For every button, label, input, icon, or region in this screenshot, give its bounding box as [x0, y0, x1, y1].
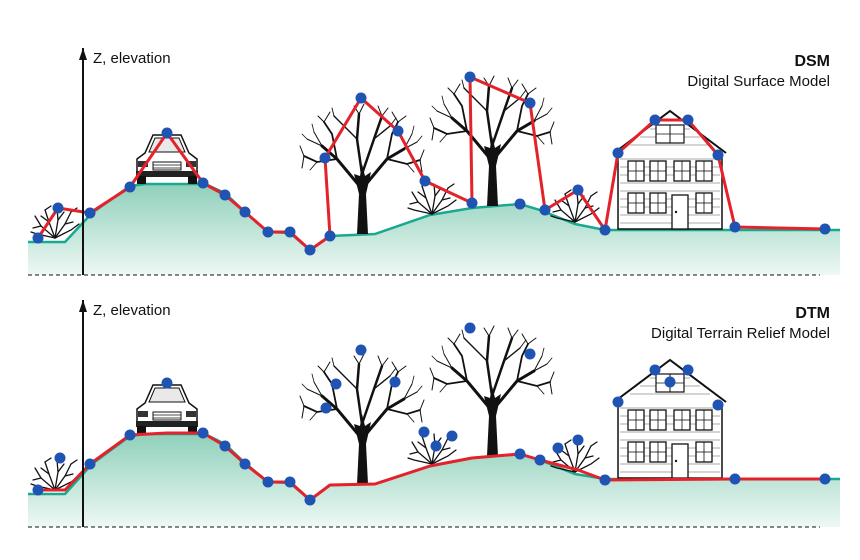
tree-icon — [298, 352, 426, 486]
car-icon — [135, 384, 199, 435]
dsm-points — [32, 71, 831, 256]
dsm-surface-line — [36, 75, 826, 252]
car-icon — [135, 134, 199, 185]
ground-dtm — [28, 434, 840, 527]
dsm-subtitle: Digital Surface Model — [687, 73, 830, 90]
house-icon — [613, 110, 727, 230]
dtm-subtitle: Digital Terrain Relief Model — [651, 325, 830, 342]
tree-icon — [298, 102, 426, 236]
panel-dtm: Z, elevation DTM Digital Terrain Relief … — [28, 300, 840, 528]
axis-arrow-icon — [79, 300, 87, 527]
ground-dsm — [28, 184, 840, 275]
dtm-ground-points — [32, 427, 831, 506]
dsm-title: DSM — [794, 53, 830, 70]
dsm-axis-label: Z, elevation — [93, 50, 171, 67]
bush-icon — [407, 181, 457, 215]
axis-arrow-icon — [79, 48, 87, 275]
dtm-title: DTM — [795, 305, 830, 322]
panel-dsm: Z, elevation DSM Digital Surface Model — [28, 48, 840, 276]
dtm-axis-label: Z, elevation — [93, 302, 171, 319]
dtm-nonground-points — [54, 322, 724, 464]
